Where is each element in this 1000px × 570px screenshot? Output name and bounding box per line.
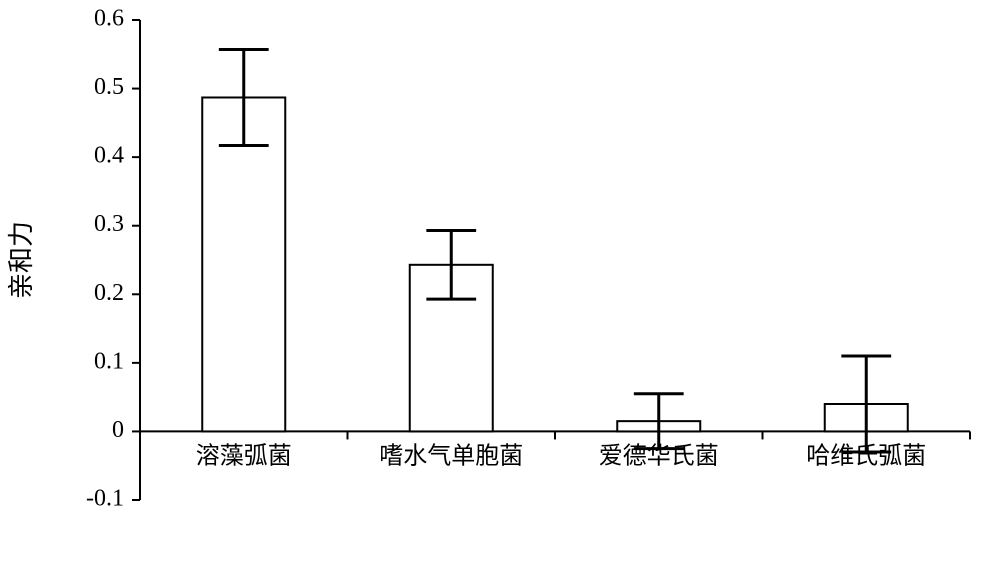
category-label: 溶藻弧菌	[196, 442, 292, 469]
ytick-label: 0.6	[94, 6, 124, 32]
category-label: 哈维氏弧菌	[806, 442, 926, 469]
ytick-label: -0.1	[86, 486, 124, 512]
ytick-label: 0.4	[94, 143, 124, 169]
ytick-label: 0.2	[94, 280, 124, 306]
chart-svg: -0.1 0 0.1 0.2 0.3 0.4 0.5 0.6 亲和力溶藻弧菌 嗜水气单胞菌 爱德华氏…	[0, 0, 1000, 570]
affinity-bar-chart: -0.1 0 0.1 0.2 0.3 0.4 0.5 0.6 亲和力溶藻弧菌 嗜水气单胞菌 爱德华氏…	[0, 0, 1000, 570]
ytick-label: 0.3	[94, 211, 124, 237]
ytick-label: 0.5	[94, 74, 124, 100]
y-axis-label: 亲和力	[7, 221, 36, 299]
bar	[202, 97, 285, 431]
category-label: 爱德华氏菌	[599, 442, 719, 469]
ytick-label: 0	[112, 417, 124, 443]
category-label: 嗜水气单胞菌	[379, 442, 523, 469]
ytick-label: 0.1	[94, 348, 124, 374]
